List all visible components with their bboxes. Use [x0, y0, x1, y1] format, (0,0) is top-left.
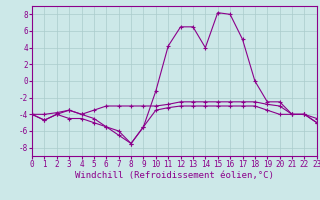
X-axis label: Windchill (Refroidissement éolien,°C): Windchill (Refroidissement éolien,°C) — [75, 171, 274, 180]
